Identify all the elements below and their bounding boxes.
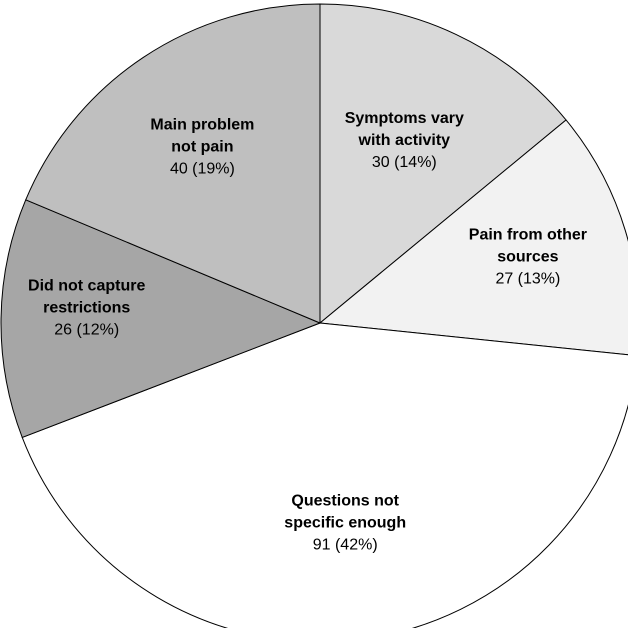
pie-slice-4 [25, 3, 321, 324]
pie-slice-0 [319, 3, 567, 324]
slice-label-3: Did not capture restrictions 26 (12%) [28, 278, 145, 339]
slice-label-4: Main problem not pain 40 (19%) [150, 116, 254, 177]
slice-label-0: Symptoms vary with activity 30 (14%) [345, 110, 464, 171]
slice-category-label: specific enough [284, 515, 406, 532]
pie-slice-3 [0, 199, 321, 438]
slice-category-label: Did not capture [28, 278, 145, 295]
slice-category-label: sources [497, 249, 558, 266]
slice-category-label: restrictions [43, 300, 130, 317]
slice-category-label: Questions not [291, 493, 399, 510]
labels-layer: Symptoms vary with activity 30 (14%) Pain f… [28, 110, 587, 554]
slice-value-label: 40 (19%) [170, 160, 235, 177]
slice-value-label: 26 (12%) [54, 322, 119, 339]
slice-category-label: Main problem [150, 116, 254, 133]
slice-category-label: Pain from other [469, 227, 587, 244]
pie-slice-1 [319, 119, 628, 356]
slice-label-1: Pain from other sources 27 (13%) [469, 227, 587, 288]
slice-value-label: 30 (14%) [372, 154, 437, 171]
slice-label-2: Questions not specific enough 91 (42%) [284, 493, 406, 554]
slice-category-label: with activity [358, 132, 451, 149]
slice-value-label: 91 (42%) [313, 537, 378, 554]
slices-layer [0, 3, 628, 628]
pie-slice-2 [21, 322, 628, 628]
slice-category-label: not pain [171, 138, 233, 155]
slice-value-label: 27 (13%) [495, 271, 560, 288]
slice-category-label: Symptoms vary [345, 110, 464, 127]
